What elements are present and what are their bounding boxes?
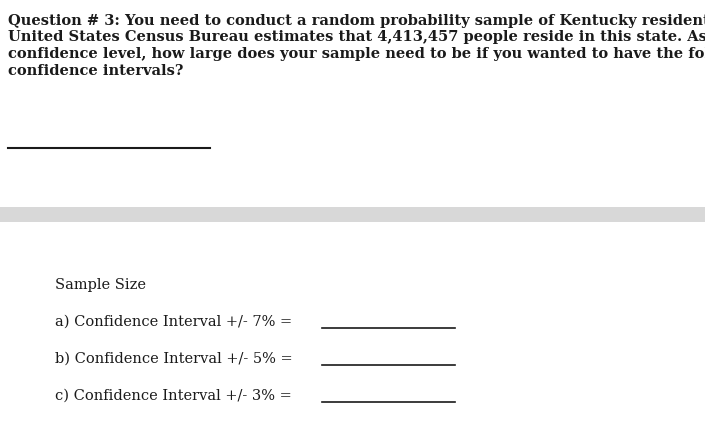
Text: United States Census Bureau estimates that 4,413,457 people reside in this state: United States Census Bureau estimates th… xyxy=(8,30,705,44)
Bar xyxy=(0,207,705,222)
Text: confidence intervals?: confidence intervals? xyxy=(8,64,183,78)
Text: Question # 3: You need to conduct a random probability sample of Kentucky reside: Question # 3: You need to conduct a rand… xyxy=(8,14,705,28)
Text: b) Confidence Interval +/- 5% =: b) Confidence Interval +/- 5% = xyxy=(55,352,298,366)
Text: confidence level, how large does your sample need to be if you wanted to have th: confidence level, how large does your sa… xyxy=(8,47,705,61)
Text: Sample Size: Sample Size xyxy=(55,278,146,292)
Text: c) Confidence Interval +/- 3% =: c) Confidence Interval +/- 3% = xyxy=(55,389,296,403)
Text: a) Confidence Interval +/- 7% =: a) Confidence Interval +/- 7% = xyxy=(55,315,297,329)
